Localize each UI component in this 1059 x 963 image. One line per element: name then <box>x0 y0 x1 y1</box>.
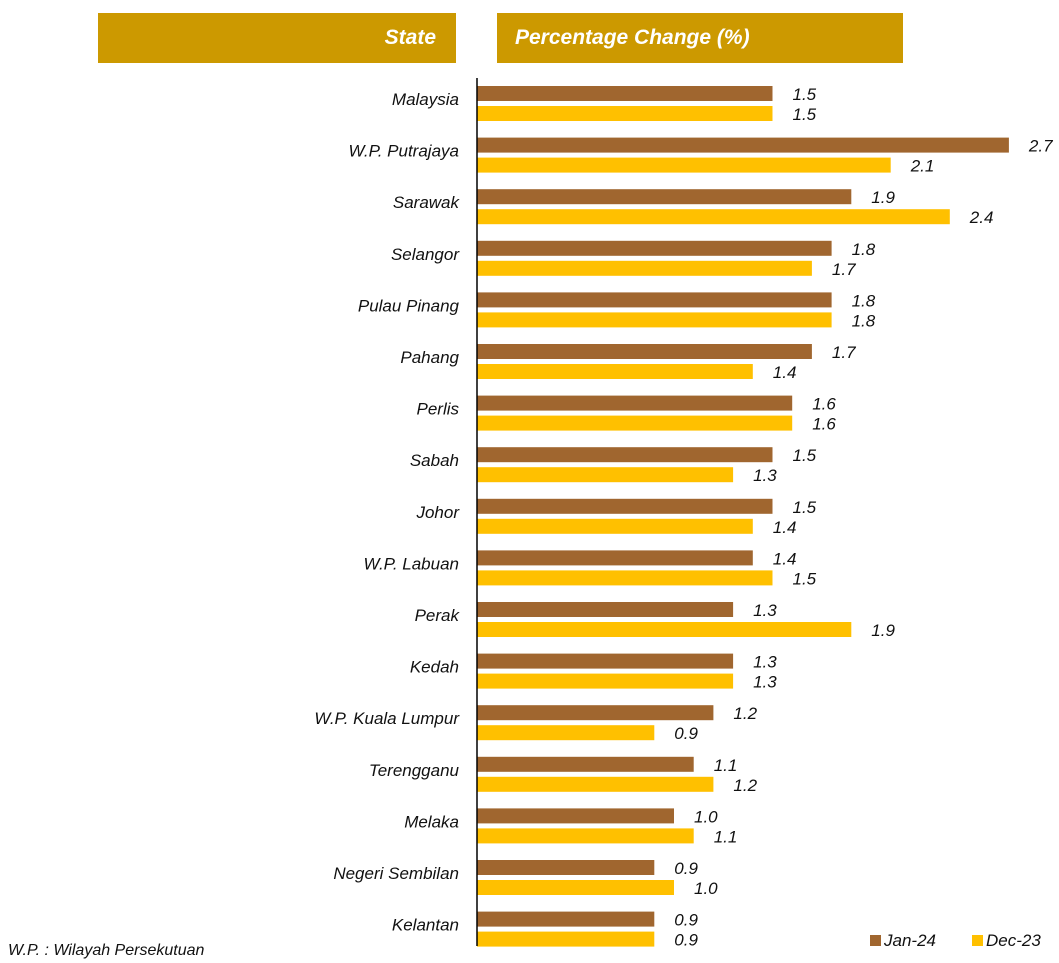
bar-jan-24-sabah <box>477 447 773 463</box>
bar-jan-24-selangor <box>477 240 832 256</box>
bar-jan-24-kedah <box>477 653 734 669</box>
category-label: Negeri Sembilan <box>333 864 459 883</box>
value-label: 1.8 <box>852 291 876 310</box>
value-label: 1.4 <box>773 363 797 382</box>
bar-jan-24-kelantan <box>477 911 655 927</box>
category-label: Terengganu <box>369 761 460 780</box>
bar-jan-24-pahang <box>477 344 812 359</box>
value-label: 1.7 <box>832 343 856 362</box>
state-header-label: State <box>384 26 436 49</box>
category-label: W.P. Putrajaya <box>348 142 459 161</box>
bar-dec-23-johor <box>477 518 753 534</box>
category-label: Sabah <box>410 451 459 470</box>
footnote: W.P. : Wilayah Persekutuan <box>8 942 205 959</box>
value-label: 1.4 <box>773 518 797 537</box>
value-label: 0.9 <box>674 911 698 930</box>
category-label: Selangor <box>391 245 460 264</box>
value-label: 2.4 <box>969 208 994 227</box>
bar-dec-23-perlis <box>477 415 793 431</box>
value-label: 1.5 <box>793 569 817 588</box>
category-label: Perlis <box>416 400 459 419</box>
value-label: 1.2 <box>733 776 757 795</box>
bar-jan-24-perlis <box>477 395 793 411</box>
state-column-header: State <box>98 13 456 63</box>
legend: Jan-24 Dec-23 <box>870 931 1041 950</box>
bar-jan-24-w-p-labuan <box>477 550 753 566</box>
bar-jan-24-perak <box>477 602 734 617</box>
category-label: W.P. Labuan <box>364 554 459 573</box>
bar-dec-23-malaysia <box>477 106 773 121</box>
value-label: 1.9 <box>871 188 895 207</box>
value-label: 1.4 <box>773 549 797 568</box>
value-label: 1.5 <box>793 446 817 465</box>
value-label: 1.5 <box>793 105 817 124</box>
legend-label-jan-24: Jan-24 <box>883 931 936 950</box>
value-label: 1.0 <box>694 807 718 826</box>
category-label: Pahang <box>400 348 459 367</box>
bar-jan-24-malaysia <box>477 86 773 101</box>
bar-jan-24-sarawak <box>477 189 852 205</box>
value-label: 0.9 <box>674 724 698 743</box>
bar-dec-23-sabah <box>477 467 734 483</box>
bar-dec-23-pahang <box>477 364 753 379</box>
category-label: Melaka <box>404 812 459 831</box>
category-label: Kedah <box>410 658 459 677</box>
value-label: 1.7 <box>832 260 856 279</box>
category-label: Perak <box>415 606 461 625</box>
bar-jan-24-pulau-pinang <box>477 292 832 308</box>
value-label: 0.9 <box>674 859 698 878</box>
bar-dec-23-w-p-labuan <box>477 570 773 586</box>
value-label: 1.0 <box>694 879 718 898</box>
legend-swatch-jan-24 <box>870 935 881 946</box>
value-label: 1.1 <box>714 756 738 775</box>
value-label: 1.6 <box>812 395 836 414</box>
bar-dec-23-terengganu <box>477 776 714 792</box>
bar-dec-23-w-p-kuala-lumpur <box>477 725 655 741</box>
value-label: 1.3 <box>753 466 777 485</box>
bar-jan-24-w-p-putrajaya <box>477 137 1009 153</box>
value-label: 2.7 <box>1028 137 1053 156</box>
bar-dec-23-kedah <box>477 673 734 689</box>
bar-dec-23-pulau-pinang <box>477 312 832 328</box>
value-label: 1.8 <box>852 311 876 330</box>
legend-label-dec-23: Dec-23 <box>986 931 1041 950</box>
value-label: 1.9 <box>871 621 895 640</box>
bar-dec-23-selangor <box>477 260 812 276</box>
value-label: 1.1 <box>714 827 738 846</box>
value-label: 1.3 <box>753 601 777 620</box>
bar-jan-24-terengganu <box>477 756 694 772</box>
bar-dec-23-melaka <box>477 828 694 844</box>
bar-jan-24-johor <box>477 498 773 514</box>
value-label: 2.1 <box>910 157 935 176</box>
value-label: 1.6 <box>812 415 836 434</box>
value-label: 1.2 <box>733 704 757 723</box>
value-label: 1.3 <box>753 653 777 672</box>
bar-jan-24-w-p-kuala-lumpur <box>477 705 714 721</box>
bars-layer <box>477 86 1009 947</box>
bar-dec-23-negeri-sembilan <box>477 880 674 895</box>
labels-layer: Malaysia 1.51.5W.P. Putrajaya 2.72.1Sarawa… <box>314 85 1053 950</box>
bar-dec-23-w-p-putrajaya <box>477 157 891 173</box>
category-label: Pulau Pinang <box>358 296 460 315</box>
category-label: W.P. Kuala Lumpur <box>314 709 460 728</box>
category-label: Sarawak <box>393 193 461 212</box>
bar-jan-24-melaka <box>477 808 674 824</box>
bar-dec-23-kelantan <box>477 931 655 947</box>
percentage-change-column-header: Percentage Change (%) <box>497 13 903 63</box>
value-label: 1.8 <box>852 240 876 259</box>
value-label: 0.9 <box>674 931 698 950</box>
percentage-change-header-label: Percentage Change (%) <box>515 26 750 49</box>
legend-swatch-dec-23 <box>972 935 983 946</box>
value-label: 1.5 <box>793 85 817 104</box>
value-label: 1.5 <box>793 498 817 517</box>
category-label: Johor <box>415 503 460 522</box>
value-label: 1.3 <box>753 673 777 692</box>
bar-jan-24-negeri-sembilan <box>477 860 655 875</box>
bar-dec-23-perak <box>477 622 852 637</box>
bar-dec-23-sarawak <box>477 209 950 225</box>
category-label: Malaysia <box>392 90 459 109</box>
category-label: Kelantan <box>392 916 459 935</box>
